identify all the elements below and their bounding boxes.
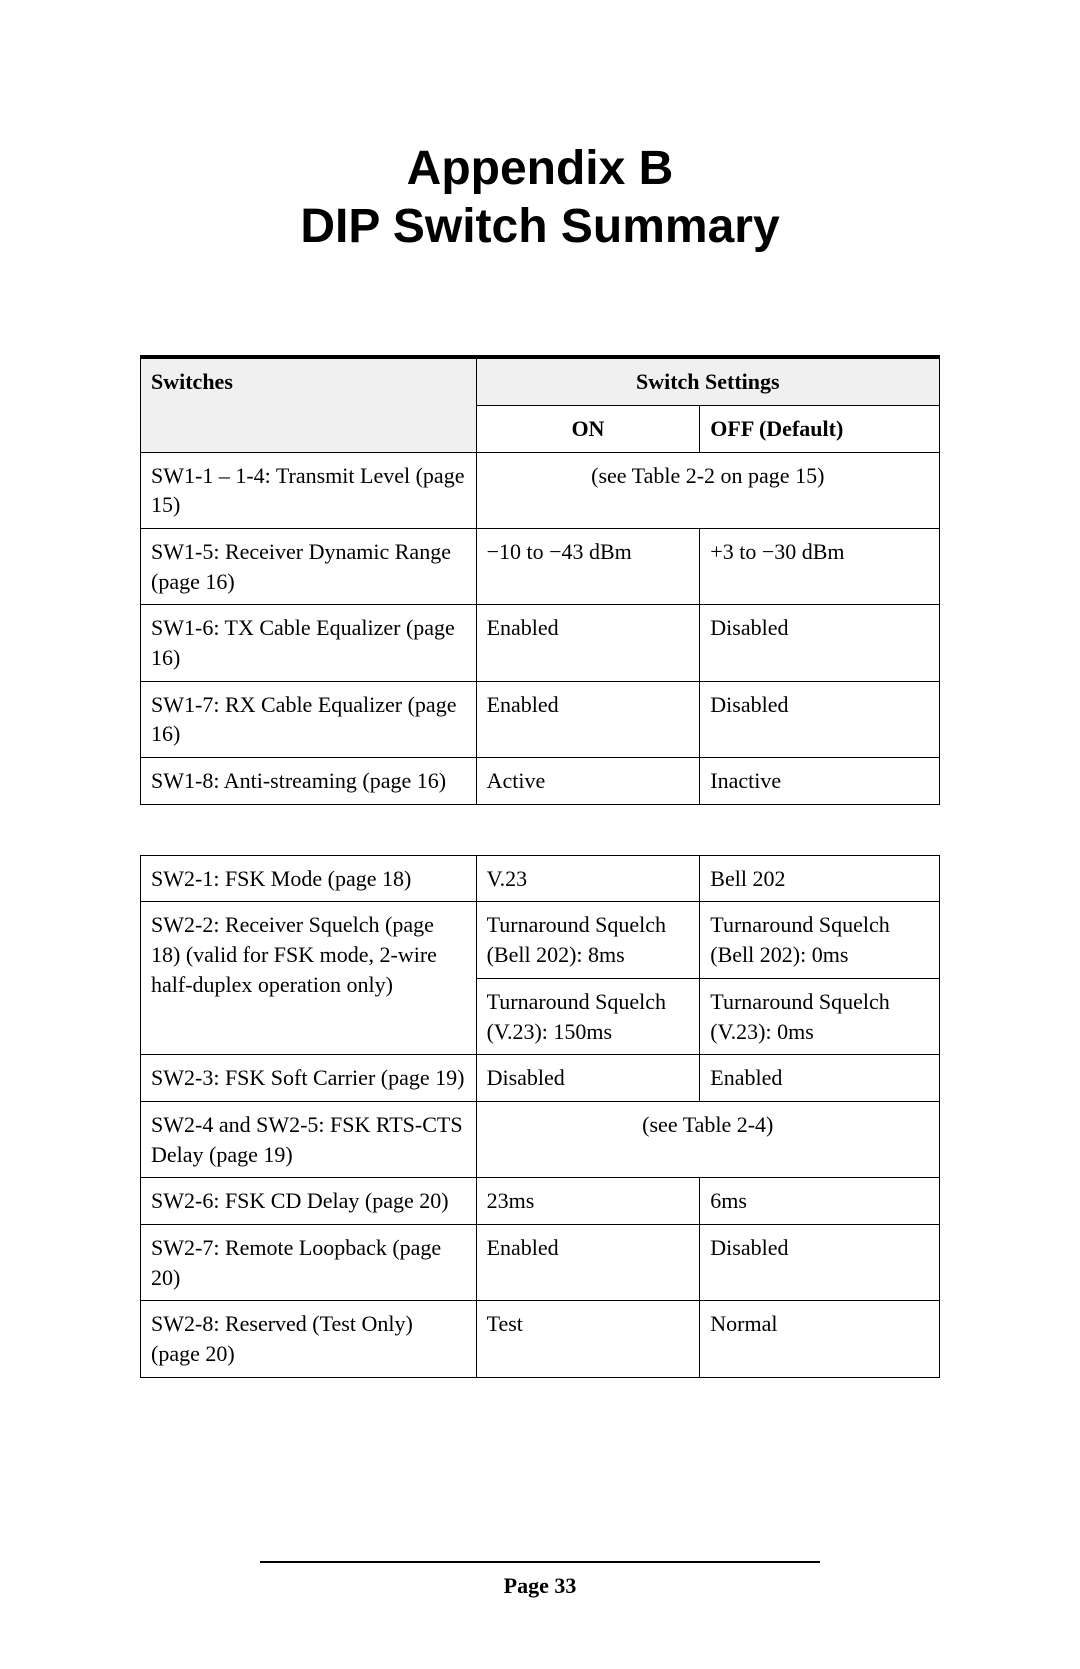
cell-on: Test [476, 1301, 700, 1377]
cell-off: Enabled [700, 1055, 940, 1102]
table-row: SW2-4 and SW2-5: FSK RTS-CTS Delay (page… [141, 1101, 940, 1177]
cell-off: Turnaround Squelch (Bell 202): 0ms [700, 902, 940, 978]
cell-off: Disabled [700, 1224, 940, 1300]
cell-switch: SW2-6: FSK CD Delay (page 20) [141, 1178, 477, 1225]
table-row: SW2-7: Remote Loopback (page 20)EnabledD… [141, 1224, 940, 1300]
cell-on: Disabled [476, 1055, 700, 1102]
cell-setting-merged: (see Table 2-4) [476, 1101, 939, 1177]
cell-setting-merged: (see Table 2-2 on page 15) [476, 452, 939, 528]
cell-on: Turnaround Squelch (Bell 202): 8ms [476, 902, 700, 978]
table-row: SW1-8: Anti-streaming (page 16)ActiveIna… [141, 758, 940, 805]
table-1-body: SW1-1 – 1-4: Transmit Level (page 15)(se… [141, 452, 940, 804]
table-2-body: SW2-1: FSK Mode (page 18)V.23Bell 202SW2… [141, 855, 940, 1377]
cell-switch: SW1-8: Anti-streaming (page 16) [141, 758, 477, 805]
cell-on: Enabled [476, 1224, 700, 1300]
title-line-1: Appendix B [407, 142, 674, 195]
footer-page-number: Page 33 [0, 1573, 1080, 1599]
cell-off: 6ms [700, 1178, 940, 1225]
cell-switch: SW2-8: Reserved (Test Only) (page 20) [141, 1301, 477, 1377]
cell-switch: SW1-7: RX Cable Equalizer (page 16) [141, 681, 477, 757]
cell-switch: SW2-4 and SW2-5: FSK RTS-CTS Delay (page… [141, 1101, 477, 1177]
cell-on: Turnaround Squelch (V.23): 150ms [476, 978, 700, 1054]
document-page: Appendix B DIP Switch Summary Switches S… [0, 0, 1080, 1669]
table-row: SW2-8: Reserved (Test Only) (page 20)Tes… [141, 1301, 940, 1377]
table-row: SW1-7: RX Cable Equalizer (page 16)Enabl… [141, 681, 940, 757]
dip-switch-table-1: Switches Switch Settings ON OFF (Default… [140, 355, 940, 805]
cell-on: Enabled [476, 605, 700, 681]
cell-off: Disabled [700, 681, 940, 757]
cell-switch: SW1-1 – 1-4: Transmit Level (page 15) [141, 452, 477, 528]
table-row: SW1-1 – 1-4: Transmit Level (page 15)(se… [141, 452, 940, 528]
cell-on: 23ms [476, 1178, 700, 1225]
cell-on: V.23 [476, 855, 700, 902]
cell-off: Disabled [700, 605, 940, 681]
cell-off: Inactive [700, 758, 940, 805]
page-footer: Page 33 [0, 1561, 1080, 1599]
col-header-switches: Switches [141, 357, 477, 452]
table-row: SW2-1: FSK Mode (page 18)V.23Bell 202 [141, 855, 940, 902]
page-title: Appendix B DIP Switch Summary [140, 140, 940, 255]
cell-off: +3 to −30 dBm [700, 528, 940, 604]
title-line-2: DIP Switch Summary [140, 198, 940, 256]
col-header-on: ON [476, 405, 700, 452]
table-row: SW2-3: FSK Soft Carrier (page 19)Disable… [141, 1055, 940, 1102]
table-row: SW2-2: Receiver Squelch (page 18) (valid… [141, 902, 940, 978]
cell-switch: SW2-7: Remote Loopback (page 20) [141, 1224, 477, 1300]
cell-on: −10 to −43 dBm [476, 528, 700, 604]
footer-rule [260, 1561, 820, 1563]
cell-off: Bell 202 [700, 855, 940, 902]
cell-switch: SW2-1: FSK Mode (page 18) [141, 855, 477, 902]
cell-on: Active [476, 758, 700, 805]
table-row: SW2-6: FSK CD Delay (page 20)23ms6ms [141, 1178, 940, 1225]
cell-switch: SW1-6: TX Cable Equalizer (page 16) [141, 605, 477, 681]
cell-switch: SW2-2: Receiver Squelch (page 18) (valid… [141, 902, 477, 1055]
dip-switch-table-2: SW2-1: FSK Mode (page 18)V.23Bell 202SW2… [140, 855, 940, 1378]
cell-off: Turnaround Squelch (V.23): 0ms [700, 978, 940, 1054]
cell-switch: SW2-3: FSK Soft Carrier (page 19) [141, 1055, 477, 1102]
col-header-off: OFF (Default) [700, 405, 940, 452]
table-row: SW1-6: TX Cable Equalizer (page 16)Enabl… [141, 605, 940, 681]
cell-switch: SW1-5: Receiver Dynamic Range (page 16) [141, 528, 477, 604]
table-row: SW1-5: Receiver Dynamic Range (page 16)−… [141, 528, 940, 604]
cell-on: Enabled [476, 681, 700, 757]
cell-off: Normal [700, 1301, 940, 1377]
col-header-settings: Switch Settings [476, 357, 939, 405]
